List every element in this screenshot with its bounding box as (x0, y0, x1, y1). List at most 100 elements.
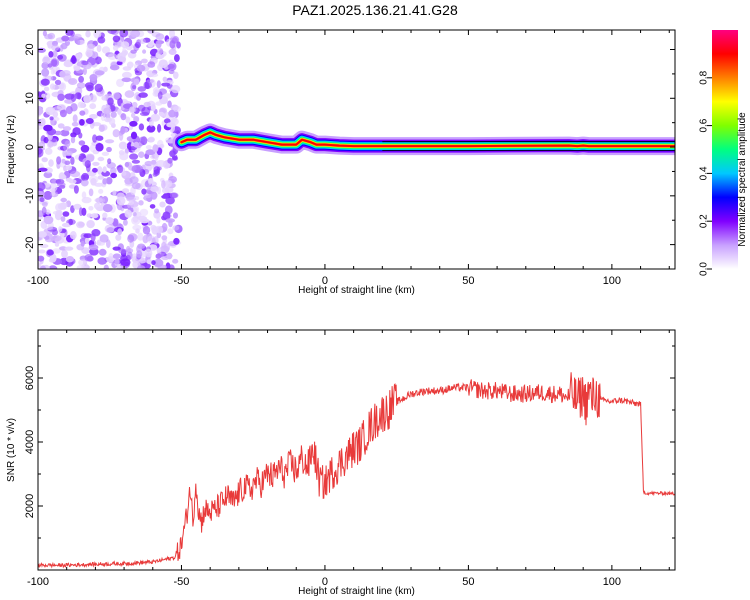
noise-blob (68, 78, 78, 85)
noise-blob (42, 56, 51, 64)
colorbar-tick-label: 0.4 (699, 166, 710, 180)
noise-blob (59, 109, 67, 118)
noise-blob (58, 174, 67, 180)
noise-blob (121, 50, 127, 58)
noise-blob (61, 158, 66, 164)
colorbar-tick-label: 0.8 (699, 70, 710, 84)
noise-blob (76, 53, 82, 60)
noise-blob (48, 182, 58, 192)
x-tick-label: -50 (174, 576, 190, 588)
noise-blob (117, 164, 124, 174)
noise-blob (132, 215, 139, 223)
noise-blob (112, 129, 120, 138)
noise-blob (155, 40, 162, 49)
noise-blob (174, 54, 180, 63)
noise-blob (161, 222, 168, 232)
noise-blob (77, 101, 85, 109)
noise-blob (139, 38, 146, 44)
noise-blob (97, 36, 106, 44)
noise-blob (156, 80, 161, 89)
noise-blob (74, 92, 82, 100)
noise-blob (80, 174, 86, 181)
x-tick-label: -100 (27, 576, 49, 588)
noise-blob (156, 231, 162, 239)
noise-blob (147, 30, 155, 34)
noise-blob (108, 253, 114, 261)
noise-blob (88, 244, 99, 251)
noise-blob (78, 259, 87, 266)
noise-blob (70, 136, 76, 144)
noise-blob (147, 41, 154, 48)
noise-blob (126, 196, 137, 202)
noise-blob (59, 44, 64, 52)
noise-blob (136, 64, 146, 72)
noise-blob (152, 144, 159, 153)
noise-blob (148, 73, 159, 78)
noise-blob (48, 159, 54, 167)
noise-blob (165, 180, 173, 188)
noise-blob (161, 180, 166, 189)
x-axis-title: Height of straight line (km) (298, 285, 415, 296)
noise-blob (97, 257, 107, 265)
noise-blob (122, 188, 130, 194)
noise-blob (80, 144, 90, 153)
noise-blob (159, 143, 165, 149)
noise-blob (59, 246, 67, 251)
noise-blob (173, 212, 178, 219)
noise-blob (102, 178, 108, 185)
noise-blob (59, 232, 65, 238)
noise-blob (48, 141, 54, 148)
x-tick-label: 100 (603, 275, 621, 287)
noise-blob (125, 245, 131, 254)
noise-blob (97, 166, 103, 175)
noise-blob (43, 215, 54, 225)
noise-blob (94, 182, 104, 187)
noise-blob (138, 123, 145, 131)
noise-blob (132, 253, 137, 261)
noise-blob (54, 130, 63, 136)
noise-blob (161, 194, 169, 199)
noise-blob (57, 93, 65, 102)
noise-blob (154, 225, 164, 234)
noise-blob (55, 210, 63, 217)
noise-blob (70, 170, 81, 178)
noise-blob (107, 97, 114, 106)
noise-blob (44, 225, 54, 231)
noise-blob (38, 191, 45, 198)
noise-blob (76, 265, 87, 269)
spectrogram-frame (37, 29, 676, 270)
noise-blob (89, 103, 97, 110)
noise-blob (94, 70, 105, 76)
noise-blob (103, 107, 112, 115)
noise-blob (94, 83, 103, 93)
x-tick-label: -100 (27, 275, 49, 287)
noise-blob (86, 84, 94, 92)
noise-blob (169, 192, 179, 199)
noise-blob (44, 147, 53, 155)
noise-blob (107, 30, 117, 35)
noise-blob (138, 257, 147, 264)
noise-blob (110, 167, 117, 175)
noise-blob (167, 157, 173, 164)
noise-blob (61, 35, 70, 42)
noise-blob (95, 135, 104, 141)
x-tick-label: 50 (462, 275, 474, 287)
noise-blob (147, 136, 155, 143)
noise-blob (131, 159, 140, 164)
noise-blob (106, 146, 112, 153)
noise-blob (120, 113, 127, 121)
noise-blob (116, 196, 126, 206)
figure-title: PAZ1.2025.136.21.41.G28 (292, 2, 458, 18)
noise-blob (38, 182, 46, 191)
noise-blob (79, 119, 85, 126)
noise-blob (159, 201, 166, 208)
noise-blob (107, 158, 112, 165)
noise-blob (137, 232, 144, 241)
noise-blob (155, 160, 166, 168)
x-tick-label: 100 (603, 576, 621, 588)
noise-blob (173, 105, 181, 113)
noise-blob (153, 166, 161, 174)
noise-blob (63, 202, 68, 208)
noise-blob (83, 233, 93, 239)
noise-blob (109, 64, 120, 71)
